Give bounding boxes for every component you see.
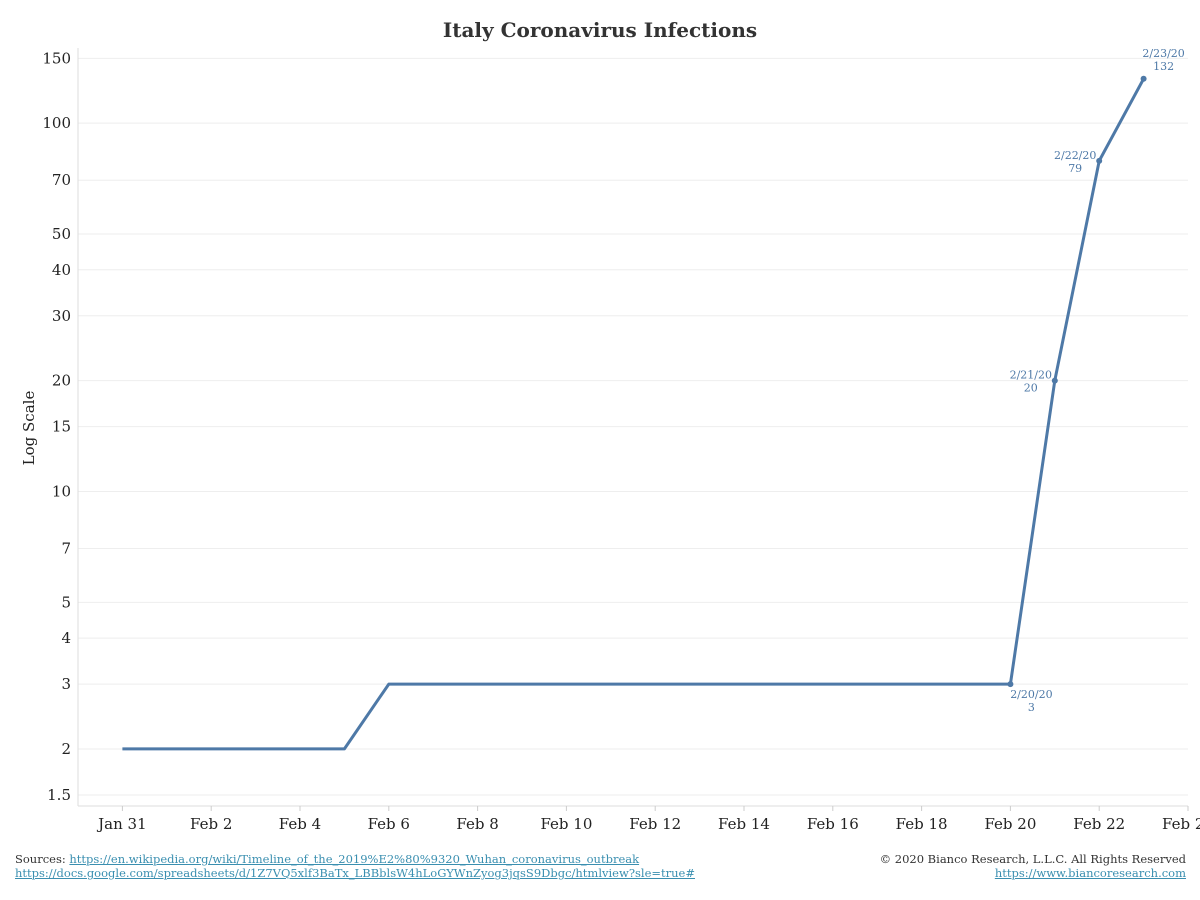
axes	[77, 48, 1189, 811]
x-tick-label: Jan 31	[96, 815, 146, 833]
x-tick-label: Feb 6	[368, 815, 410, 833]
x-tick-label: Feb 20	[984, 815, 1036, 833]
website-link[interactable]: https://www.biancoresearch.com	[994, 866, 1186, 880]
data-label-value: 79	[1068, 162, 1082, 175]
y-tick-label: 50	[52, 225, 71, 243]
x-tick-label: Feb 18	[896, 815, 948, 833]
y-tick-label: 100	[42, 114, 71, 132]
y-tick-label: 3	[61, 675, 71, 693]
source-link-wikipedia[interactable]: https://en.wikipedia.org/wiki/Timeline_o…	[69, 852, 640, 866]
y-tick-label: 150	[42, 49, 71, 67]
x-tick-label: Feb 14	[718, 815, 770, 833]
y-tick-label: 2	[61, 740, 71, 758]
x-tick-label: Feb 2	[190, 815, 232, 833]
y-tick-label: 1.5	[47, 786, 71, 804]
y-tick-label: 10	[52, 483, 71, 501]
data-point-marker	[1096, 157, 1103, 164]
data-label-date: 2/20/20	[1010, 688, 1052, 701]
y-axis-label: Log Scale	[20, 391, 38, 466]
x-tick-label: Feb 8	[456, 815, 498, 833]
data-point-marker	[1007, 681, 1014, 688]
data-label-date: 2/22/20	[1054, 149, 1096, 162]
data-label-value: 132	[1153, 60, 1174, 73]
y-tick-label: 5	[61, 593, 71, 611]
x-tick-label: Feb 10	[540, 815, 592, 833]
series-layer	[122, 78, 1145, 751]
y-axis-ticks: 1.5 2 3 4 5 7 10 15 20 30 40 50 70 100 150	[42, 49, 71, 804]
y-tick-label: 70	[52, 171, 71, 189]
x-axis-ticks: Jan 31 Feb 2 Feb 4 Feb 6 Feb 8 Feb 10 Feb 12 Fe…	[96, 815, 1200, 833]
x-tick-label: Feb 22	[1073, 815, 1125, 833]
data-point-marker	[1051, 377, 1058, 384]
copyright-text: © 2020 Bianco Research, L.L.C. All Right…	[879, 852, 1186, 866]
data-label-value: 3	[1028, 701, 1035, 714]
sources-block: Sources: https://en.wikipedia.org/wiki/T…	[15, 852, 695, 880]
chart-title: Italy Coronavirus Infections	[443, 18, 757, 42]
y-tick-label: 20	[52, 372, 71, 390]
data-label-date: 2/21/20	[1010, 369, 1052, 382]
series-line	[122, 78, 1145, 751]
x-tick-label: Feb 12	[629, 815, 681, 833]
y-tick-label: 40	[52, 261, 71, 279]
data-point-marker	[1140, 75, 1147, 82]
copyright-block: © 2020 Bianco Research, L.L.C. All Right…	[880, 852, 1186, 880]
x-tick-label: Feb 24	[1162, 815, 1200, 833]
data-label-value: 20	[1024, 382, 1038, 395]
y-tick-label: 30	[52, 307, 71, 325]
y-tick-label: 4	[61, 629, 71, 647]
source-link-google-sheets[interactable]: https://docs.google.com/spreadsheets/d/1…	[15, 866, 695, 880]
x-tick-label: Feb 16	[807, 815, 859, 833]
line-chart: Italy Coronavirus Infections Log Scale 1…	[20, 18, 1200, 833]
y-tick-label: 15	[52, 418, 71, 436]
y-tick-label: 7	[61, 540, 71, 558]
gridlines	[78, 57, 1188, 796]
sources-label: Sources:	[15, 852, 66, 866]
x-tick-label: Feb 4	[279, 815, 321, 833]
data-label-date: 2/23/20	[1142, 47, 1184, 60]
